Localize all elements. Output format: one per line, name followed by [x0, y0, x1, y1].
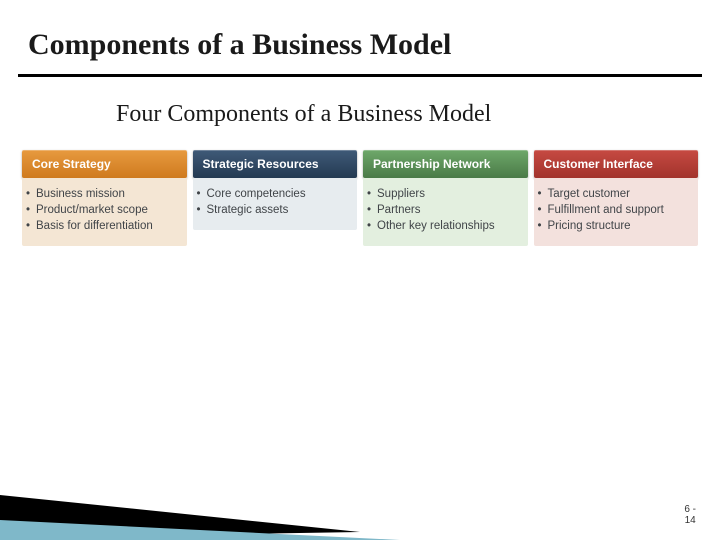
slide-subtitle: Four Components of a Business Model: [0, 77, 720, 150]
list-item: Target customer: [538, 186, 695, 202]
component-list: Business mission Product/market scope Ba…: [26, 186, 183, 234]
slide-title: Components of a Business Model: [0, 0, 720, 74]
teal-wedge: [0, 520, 400, 540]
list-item: Other key relationships: [367, 218, 524, 234]
list-item: Pricing structure: [538, 218, 695, 234]
list-item: Fulfillment and support: [538, 202, 695, 218]
list-item: Business mission: [26, 186, 183, 202]
component-body: Suppliers Partners Other key relationshi…: [363, 178, 528, 246]
component-column: Customer Interface Target customer Fulfi…: [534, 150, 699, 246]
list-item: Strategic assets: [197, 202, 354, 218]
list-item: Core competencies: [197, 186, 354, 202]
component-header: Partnership Network: [363, 150, 528, 178]
component-body: Core competencies Strategic assets: [193, 178, 358, 230]
list-item: Basis for differentiation: [26, 218, 183, 234]
list-item: Suppliers: [367, 186, 524, 202]
page-number-bottom: 14: [684, 515, 696, 526]
component-list: Core competencies Strategic assets: [197, 186, 354, 218]
component-header: Core Strategy: [22, 150, 187, 178]
black-wedge: [0, 495, 360, 538]
component-list: Suppliers Partners Other key relationshi…: [367, 186, 524, 234]
component-column: Core Strategy Business mission Product/m…: [22, 150, 187, 246]
page-number: 6 - 14: [684, 504, 696, 526]
component-body: Business mission Product/market scope Ba…: [22, 178, 187, 246]
component-list: Target customer Fulfillment and support …: [538, 186, 695, 234]
list-item: Partners: [367, 202, 524, 218]
list-item: Product/market scope: [26, 202, 183, 218]
components-grid: Core Strategy Business mission Product/m…: [0, 150, 720, 246]
component-column: Partnership Network Suppliers Partners O…: [363, 150, 528, 246]
component-header: Strategic Resources: [193, 150, 358, 178]
page-number-top: 6 -: [684, 504, 696, 515]
component-header: Customer Interface: [534, 150, 699, 178]
component-body: Target customer Fulfillment and support …: [534, 178, 699, 246]
corner-decoration: [0, 420, 400, 540]
component-column: Strategic Resources Core competencies St…: [193, 150, 358, 246]
